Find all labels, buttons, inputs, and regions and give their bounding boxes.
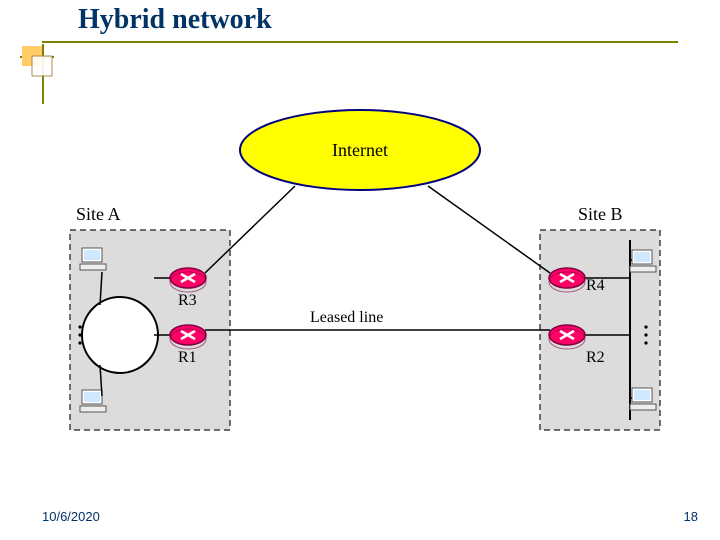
svg-text:R1: R1 — [178, 349, 197, 366]
svg-text:R4: R4 — [586, 277, 605, 294]
svg-text:R3: R3 — [178, 292, 197, 309]
svg-text:Internet: Internet — [332, 140, 388, 160]
svg-text:Site A: Site A — [76, 204, 121, 224]
ring-network — [82, 297, 158, 373]
slide-date: 10/6/2020 — [42, 509, 100, 524]
pc-icon — [630, 388, 656, 410]
pc-icon — [630, 250, 656, 272]
title-underline — [42, 41, 678, 43]
slide-number: 18 — [684, 509, 698, 524]
slide: Hybrid network Site A Site B R3 R1 R4 R2 Lease… — [0, 0, 720, 540]
network-diagram: Site A Site B R3 R1 R4 R2 Leased line Internet — [70, 90, 660, 470]
pc-icon — [80, 248, 106, 270]
svg-text:Site B: Site B — [578, 204, 623, 224]
page-title: Hybrid network — [78, 4, 272, 36]
svg-text:R2: R2 — [586, 349, 605, 366]
deco-square-icon — [20, 44, 54, 78]
svg-text:Leased line: Leased line — [310, 309, 383, 326]
